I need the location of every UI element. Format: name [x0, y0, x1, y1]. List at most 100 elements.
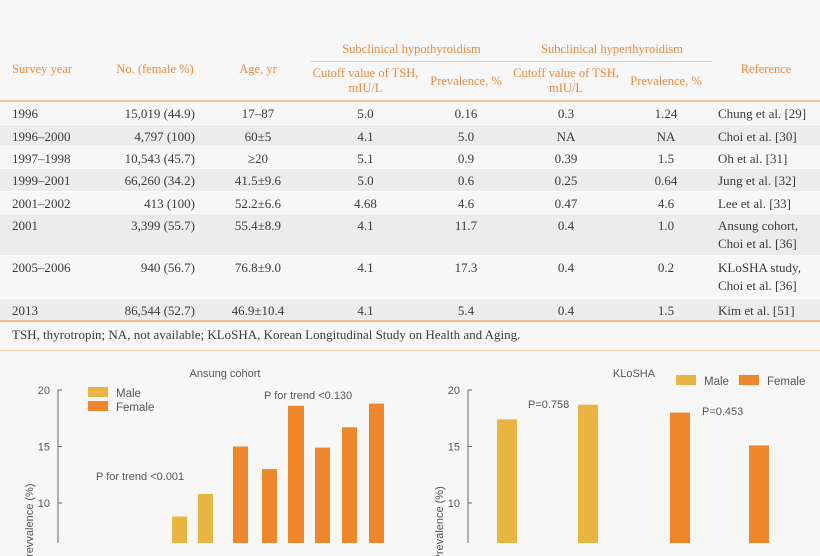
table-cell: 0.9	[457, 150, 475, 166]
table-cell: 86,544 (52.7)	[124, 302, 195, 318]
table-cell: 5.0	[357, 172, 374, 188]
table-cell: 4.68	[354, 195, 377, 211]
p-value-annotation: P for trend <0.001	[96, 471, 184, 483]
header-survey-year: Survey year	[0, 38, 105, 102]
bar-female	[749, 445, 769, 543]
table-cell: Oh et al. [31]	[718, 150, 788, 166]
p-value-annotation: P for trend <0.130	[264, 390, 352, 402]
table-cell: 5.0	[457, 128, 475, 144]
y-tick-label: 15	[38, 442, 50, 454]
table-cell: 15,019 (44.9)	[124, 106, 195, 121]
table-cell: 4.6	[457, 195, 475, 211]
y-tick-label: 20	[448, 385, 460, 397]
table-cell: ≥20	[247, 150, 269, 166]
table-cell: 1996–2000	[12, 128, 71, 144]
p-value-annotation: P=0.453	[702, 406, 743, 418]
table-cell: 1997–1998	[12, 150, 71, 166]
table-cell: 17–87	[241, 106, 275, 121]
table-cell: 413 (100)	[144, 195, 195, 211]
table-cell: Kim et al. [51]	[718, 302, 795, 318]
table-cell: 0.4	[557, 259, 575, 275]
header-number: No. (female %)	[105, 38, 205, 102]
legend-label: Female	[116, 402, 154, 414]
header-hyper-cutoff: Cutoff value of TSH, mIU/L	[512, 61, 621, 102]
legend-swatch-female	[739, 375, 759, 385]
table-cell: 17.3	[454, 259, 478, 275]
bar-female	[342, 427, 357, 543]
header-reference: Reference	[712, 38, 820, 102]
bar-male	[172, 516, 187, 543]
header-age: Age, yr	[205, 38, 311, 102]
table-cell: KLoSHA study, Choi et al. [36]	[718, 259, 801, 293]
table-cell: 41.5±9.6	[234, 172, 282, 188]
chart-title: Ansung cohort	[190, 368, 261, 380]
bar-female	[315, 447, 330, 543]
table-cell: 1.5	[657, 302, 675, 318]
table-cell: 4.1	[357, 302, 374, 318]
table-cell: 3,399 (55.7)	[131, 217, 195, 233]
table-cell: 0.39	[554, 150, 578, 166]
table-row: 1997–1998 10,543 (45.7) ≥20 5.1 0.9 0.39 1.5 Oh…	[0, 146, 820, 168]
table-row: 2001–2002 413 (100) 52.2±6.6 4.68 4.6 0.47 4.6…	[0, 191, 820, 213]
table-cell: Lee et al. [33]	[718, 195, 791, 211]
table-cell: 1996	[12, 106, 38, 121]
legend-swatch-female	[88, 401, 108, 411]
y-tick-label: 10	[448, 498, 460, 510]
table-cell: 55.4±8.9	[234, 217, 282, 233]
table-cell: 0.4	[557, 217, 575, 233]
header-hypothyroidism: Subclinical hypothyroidism	[311, 38, 513, 62]
table-cell: 940 (56.7)	[140, 259, 195, 275]
table-row: 1996–2000 4,797 (100) 60±5 4.1 5.0 NA NA Choi e…	[0, 124, 820, 146]
table-cell: 4.1	[357, 259, 374, 275]
table-row: 2005–2006 940 (56.7) 76.8±9.0 4.1 17.3 0.4 0.2…	[0, 255, 820, 298]
table-row: 1999–2001 66,260 (34.2) 41.5±9.6 5.0 0.6 0.25…	[0, 168, 820, 191]
table-cell: 60±5	[244, 128, 272, 144]
table-cell: 2005–2006	[12, 259, 71, 275]
bar-male	[497, 419, 517, 543]
table-cell: 0.16	[454, 106, 478, 121]
header-hypo-cutoff: Cutoff value of TSH, mIU/L	[311, 61, 420, 102]
table-cell: 0.47	[554, 195, 578, 211]
legend-label: Male	[704, 376, 729, 388]
legend-label: Male	[116, 388, 141, 400]
bar-female	[670, 412, 690, 543]
y-tick-label: 10	[38, 498, 50, 510]
table-cell: 2001–2002	[12, 195, 71, 211]
bar-female	[233, 446, 248, 543]
divider	[0, 350, 820, 351]
table-cell: 52.2±6.6	[234, 195, 282, 211]
legend-swatch-male	[88, 387, 108, 397]
header-hyper-prevalence: Prevalence, %	[620, 61, 713, 102]
table-row: 2001 3,399 (55.7) 55.4±8.9 4.1 11.7 0.4 1.0 Ans…	[0, 213, 820, 255]
table-cell: 11.7	[454, 217, 478, 233]
table-row: 2013 86,544 (52.7) 46.9±10.4 4.1 5.4 0.4 1.5 Ki…	[0, 298, 820, 321]
legend-swatch-male	[676, 375, 696, 385]
table-cell: 0.25	[554, 172, 578, 188]
table-cell: 1.24	[654, 106, 678, 121]
y-tick-label: 20	[38, 385, 50, 397]
table-cell: Choi et al. [30]	[718, 128, 797, 144]
table-cell: 0.2	[657, 259, 675, 275]
table-cell: 1.0	[657, 217, 675, 233]
table-cell: 5.0	[357, 106, 374, 121]
table-cell: 5.1	[357, 150, 374, 166]
header-hyperthyroidism: Subclinical hyperthyroidism	[512, 38, 713, 62]
table-cell: 0.3	[557, 106, 575, 121]
table-cell: 0.64	[654, 172, 678, 188]
legend-label: Female	[767, 376, 805, 388]
bar-male	[578, 404, 598, 543]
table-cell: 4.1	[357, 128, 374, 144]
table-cell: 4.6	[657, 195, 675, 211]
bar-female	[262, 469, 277, 543]
table-cell: 5.4	[457, 302, 475, 318]
table-cell: NA	[556, 128, 576, 144]
table-cell: 1999–2001	[12, 172, 71, 188]
table-cell: Chung et al. [29]	[718, 106, 807, 121]
bar-male	[198, 493, 213, 543]
table-cell: 46.9±10.4	[231, 302, 285, 318]
table-cell: Ansung cohort, Choi et al. [36]	[718, 217, 799, 251]
table-cell: 0.6	[457, 172, 475, 188]
p-value-annotation: P=0.758	[528, 399, 569, 411]
prevalence-table: Survey year No. (female %) Age, yr Subcl…	[0, 38, 820, 322]
table-cell: 0.4	[557, 302, 575, 318]
